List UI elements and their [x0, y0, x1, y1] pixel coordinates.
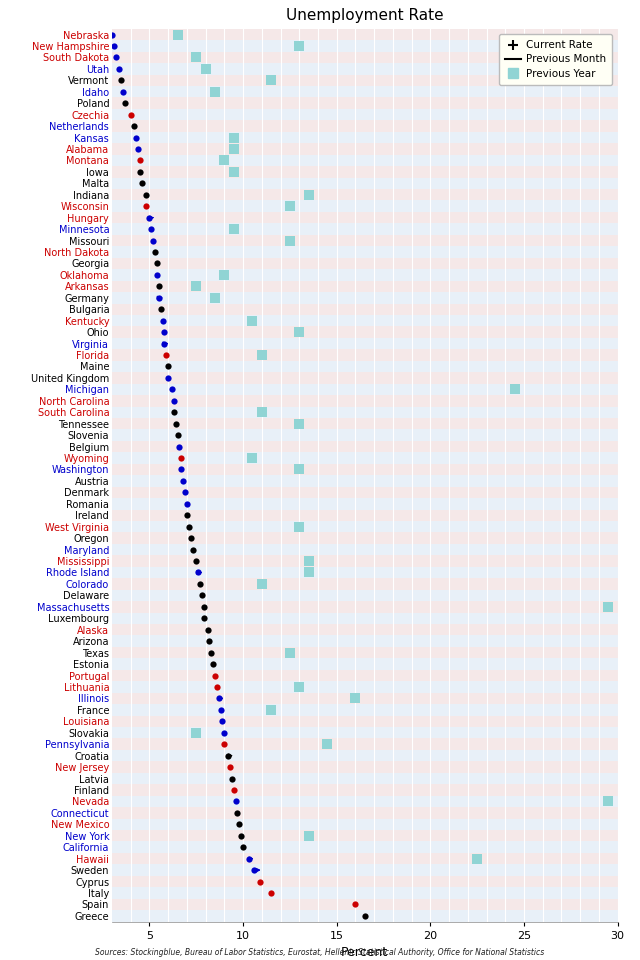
Bar: [112, 612, 618, 624]
Bar: [112, 773, 618, 784]
Bar: [112, 98, 618, 108]
Bar: [112, 418, 618, 429]
Bar: [112, 910, 618, 922]
Bar: [112, 155, 618, 166]
Bar: [112, 566, 618, 578]
Bar: [112, 819, 618, 830]
Bar: [112, 384, 618, 396]
Bar: [112, 396, 618, 406]
Bar: [112, 132, 618, 143]
Bar: [112, 659, 618, 670]
Bar: [112, 682, 618, 693]
Bar: [112, 830, 618, 842]
Bar: [112, 636, 618, 647]
Bar: [112, 475, 618, 487]
Title: Unemployment Rate: Unemployment Rate: [286, 9, 444, 23]
Bar: [112, 807, 618, 819]
Legend: Current Rate, Previous Month, Previous Year: Current Rate, Previous Month, Previous Y…: [499, 34, 612, 84]
Bar: [112, 864, 618, 876]
Bar: [112, 315, 618, 326]
Bar: [112, 647, 618, 659]
Bar: [112, 280, 618, 292]
Bar: [112, 75, 618, 86]
Bar: [112, 326, 618, 338]
Text: Sources: Stockingblue, Bureau of Labor Statistics, Eurostat, Hellenic Statistica: Sources: Stockingblue, Bureau of Labor S…: [95, 948, 545, 957]
Bar: [112, 727, 618, 738]
Bar: [112, 544, 618, 555]
Bar: [112, 578, 618, 589]
Bar: [112, 842, 618, 852]
Bar: [112, 201, 618, 212]
Bar: [112, 212, 618, 224]
Bar: [112, 796, 618, 807]
Bar: [112, 852, 618, 864]
Bar: [112, 876, 618, 887]
Bar: [112, 40, 618, 52]
Bar: [112, 63, 618, 75]
Bar: [112, 120, 618, 132]
Bar: [112, 29, 618, 40]
Bar: [112, 292, 618, 303]
Bar: [112, 750, 618, 761]
Bar: [112, 715, 618, 727]
Bar: [112, 303, 618, 315]
Bar: [112, 257, 618, 269]
Bar: [112, 247, 618, 257]
Bar: [112, 498, 618, 510]
Bar: [112, 372, 618, 384]
Bar: [112, 108, 618, 120]
Bar: [112, 533, 618, 544]
Bar: [112, 693, 618, 704]
Bar: [112, 738, 618, 750]
Bar: [112, 555, 618, 566]
Bar: [112, 464, 618, 475]
Bar: [112, 761, 618, 773]
Bar: [112, 887, 618, 899]
Bar: [112, 441, 618, 452]
Bar: [112, 452, 618, 464]
Bar: [112, 521, 618, 533]
Bar: [112, 235, 618, 247]
Bar: [112, 624, 618, 636]
Bar: [112, 670, 618, 682]
Bar: [112, 510, 618, 521]
Bar: [112, 899, 618, 910]
Bar: [112, 338, 618, 349]
Bar: [112, 429, 618, 441]
Bar: [112, 189, 618, 201]
Bar: [112, 224, 618, 235]
Bar: [112, 704, 618, 715]
Bar: [112, 52, 618, 63]
Bar: [112, 361, 618, 372]
Bar: [112, 143, 618, 155]
Bar: [112, 269, 618, 280]
Bar: [112, 487, 618, 498]
Bar: [112, 784, 618, 796]
Bar: [112, 406, 618, 418]
Bar: [112, 601, 618, 612]
Bar: [112, 166, 618, 178]
X-axis label: Percent: Percent: [341, 947, 388, 959]
Bar: [112, 349, 618, 361]
Bar: [112, 178, 618, 189]
Bar: [112, 86, 618, 98]
Bar: [112, 589, 618, 601]
